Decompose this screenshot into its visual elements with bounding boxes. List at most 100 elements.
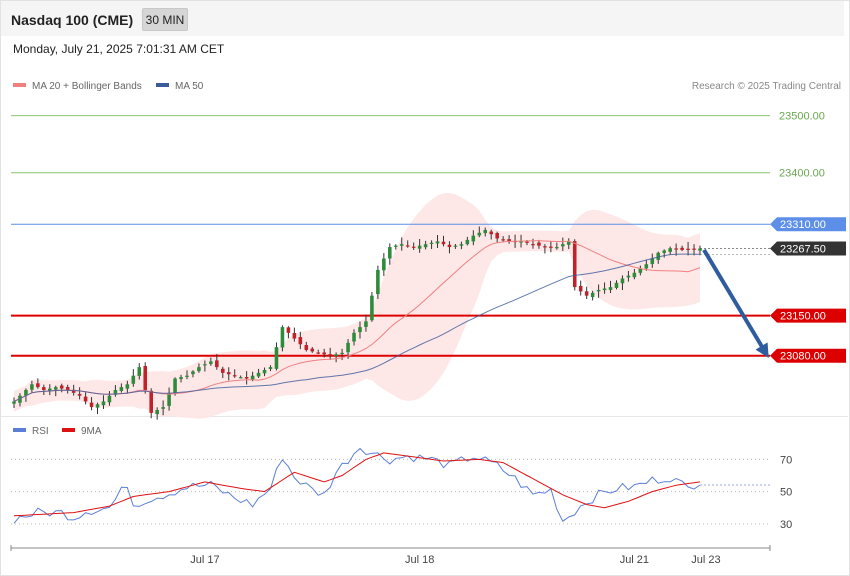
candle-body [42, 387, 46, 390]
candle-body [441, 241, 446, 245]
candle-body [24, 389, 28, 396]
candle-body [650, 258, 655, 264]
legend-ma20-label: MA 20 + Bollinger Bands [32, 81, 142, 92]
candle-body [632, 272, 637, 278]
candle-body [489, 231, 494, 235]
candle-body [519, 241, 523, 243]
candle-body [220, 368, 225, 373]
level-label-23080.00: 23080.00 [780, 351, 826, 363]
candle-body [191, 371, 195, 375]
candle-body [83, 396, 88, 402]
candle-body [286, 327, 291, 333]
timestamp: Monday, July 21, 2025 7:01:31 AM CET [13, 42, 225, 56]
candle-body [453, 245, 458, 247]
candle-body [435, 241, 440, 244]
candle-body [584, 291, 589, 296]
candle-body [65, 386, 70, 390]
candle-body [382, 258, 386, 271]
x-tick-label-Jul 18: Jul 18 [405, 554, 434, 566]
candle-body [119, 387, 124, 391]
candle-body [447, 244, 452, 248]
candle-body [310, 348, 315, 352]
candle-body [495, 232, 499, 239]
candle-body [572, 241, 577, 288]
candle-body [578, 285, 583, 292]
candle-body [280, 327, 285, 348]
candle-body [525, 241, 529, 243]
level-label-23400.00: 23400.00 [779, 168, 825, 180]
level-tag-23080.00 [770, 348, 846, 363]
ma20-swatch [13, 83, 26, 88]
candle-body [352, 332, 356, 342]
candle-body [358, 327, 362, 333]
candle-body [292, 332, 297, 339]
x-tick-label-Jul 21: Jul 21 [620, 554, 649, 566]
candle-body [316, 352, 321, 354]
candle-body [340, 352, 344, 355]
candle-body [596, 289, 601, 292]
legend-ma50: MA 50 [156, 81, 203, 92]
legend-9ma-label: 9MA [81, 426, 102, 437]
candle-body [298, 337, 303, 345]
candle-body [36, 383, 40, 388]
candle-body [101, 401, 106, 406]
candle-body [95, 404, 100, 408]
candle-body [399, 244, 404, 246]
candle-body [501, 239, 505, 241]
candle-body [179, 377, 183, 380]
legend-9ma: 9MA [62, 426, 102, 437]
candle-body [256, 372, 261, 377]
level-tag-23267.50 [770, 241, 846, 256]
candle-body [268, 367, 273, 369]
candle-body [18, 395, 22, 403]
candle-body [226, 372, 231, 375]
candle-body [531, 244, 535, 246]
copyright-credit: Research © 2025 Trading Central [691, 81, 841, 92]
candle-body [167, 392, 171, 406]
candle-body [590, 292, 595, 298]
candle-body [30, 384, 34, 390]
candle-body [364, 321, 368, 327]
rsi-level-label-30: 30 [780, 519, 792, 531]
candle-body [644, 264, 649, 269]
candle-body [328, 354, 332, 356]
candle-body [405, 245, 410, 247]
candle-body [680, 247, 684, 250]
candle-body [608, 287, 613, 290]
candle-body [507, 239, 511, 242]
instrument-title: Nasdaq 100 (CME) [11, 12, 134, 28]
candle-body [686, 248, 690, 250]
ma50-line [13, 253, 701, 402]
candle-body [668, 248, 672, 252]
interval-button[interactable]: 30 MIN [142, 8, 188, 31]
chart-header: Nasdaq 100 (CME) 30 MIN [1, 1, 844, 36]
ma9-swatch [62, 428, 75, 433]
candle-body [274, 347, 279, 369]
candle-body [250, 375, 255, 380]
rsi-level-label-70: 70 [780, 454, 792, 466]
candle-body [185, 375, 189, 377]
candle-body [155, 410, 159, 415]
bollinger-band [14, 193, 700, 419]
candle-body [376, 269, 380, 295]
candle-body [614, 282, 619, 288]
candle-body [304, 345, 309, 350]
candle-body [173, 378, 177, 393]
candle-body [537, 242, 541, 246]
candle-body [232, 375, 237, 377]
x-tick-label-Jul 23: Jul 23 [691, 554, 720, 566]
candle-body [483, 229, 488, 234]
candle-body [322, 352, 326, 355]
panel-divider [1, 416, 848, 417]
candle-body [555, 247, 559, 249]
candle-body [656, 252, 661, 260]
candle-body [561, 244, 565, 247]
candle-body [238, 377, 243, 379]
candle-body [203, 364, 207, 366]
candle-body [48, 388, 52, 392]
candle-body [698, 248, 702, 251]
legend-rsi: RSI [13, 426, 49, 437]
candle-body [113, 389, 118, 395]
candle-body [59, 385, 64, 389]
